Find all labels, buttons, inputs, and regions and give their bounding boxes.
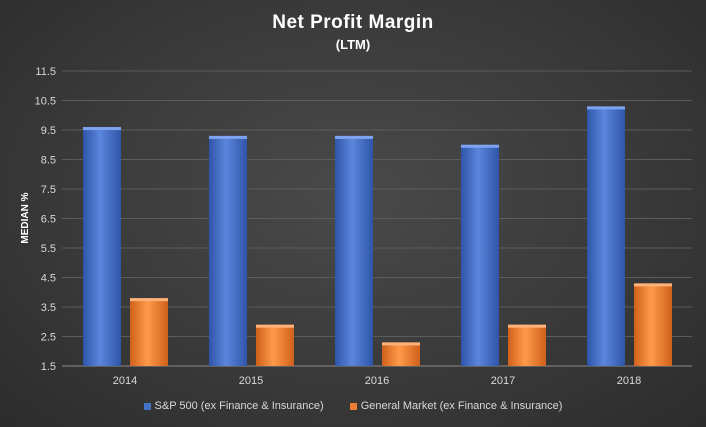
bar-sp500 bbox=[335, 135, 373, 366]
y-tick-label: 6.5 bbox=[41, 214, 56, 226]
x-tick-label: 2015 bbox=[239, 375, 263, 387]
bar-general-market bbox=[634, 283, 672, 366]
bar-cap bbox=[83, 127, 121, 131]
bar-sp500 bbox=[83, 127, 121, 366]
bar-sp500 bbox=[461, 144, 499, 366]
y-tick-label: 5.5 bbox=[41, 243, 56, 255]
legend-item-sp500: S&P 500 (ex Finance & Insurance) bbox=[143, 400, 324, 412]
chart-title: Net Profit Margin bbox=[272, 12, 434, 33]
bar-general-market bbox=[130, 298, 168, 366]
y-tick-label: 2.5 bbox=[41, 332, 56, 344]
y-tick-label: 1.5 bbox=[41, 361, 56, 373]
x-tick-label: 2018 bbox=[617, 375, 641, 387]
bar-general-market bbox=[256, 324, 294, 366]
x-tick-label: 2014 bbox=[113, 375, 137, 387]
bar-sp500 bbox=[209, 135, 247, 366]
y-tick-label: 11.5 bbox=[35, 66, 56, 78]
y-tick-label: 7.5 bbox=[41, 184, 56, 196]
legend-swatch-general-market bbox=[349, 402, 357, 410]
legend-label-general-market: General Market (ex Finance & Insurance) bbox=[360, 400, 563, 412]
bar-general-market bbox=[508, 324, 546, 366]
x-tick-label: 2017 bbox=[491, 375, 515, 387]
y-axis-label: MEDIAN % bbox=[20, 192, 31, 243]
chart-subtitle: (LTM) bbox=[335, 37, 371, 52]
bar-cap bbox=[130, 298, 168, 302]
bar-cap bbox=[256, 324, 294, 328]
legend-item-general-market: General Market (ex Finance & Insurance) bbox=[349, 400, 563, 412]
bar-cap bbox=[508, 324, 546, 328]
bar-general-market bbox=[382, 342, 420, 366]
y-tick-label: 3.5 bbox=[41, 302, 56, 314]
y-tick-label: 10.5 bbox=[35, 96, 56, 108]
legend-label-sp500: S&P 500 (ex Finance & Insurance) bbox=[154, 400, 324, 412]
bar-cap bbox=[634, 283, 672, 287]
y-tick-label: 4.5 bbox=[41, 273, 56, 285]
bar-cap bbox=[209, 135, 247, 139]
bar-cap bbox=[382, 342, 420, 346]
y-tick-label: 8.5 bbox=[41, 155, 56, 167]
bar-cap bbox=[335, 135, 373, 139]
bar-cap bbox=[461, 144, 499, 148]
legend-swatch-sp500 bbox=[143, 402, 151, 410]
y-tick-label: 9.5 bbox=[41, 125, 56, 137]
legend: S&P 500 (ex Finance & Insurance) General… bbox=[0, 400, 706, 412]
x-tick-label: 2016 bbox=[365, 375, 389, 387]
bar-sp500 bbox=[587, 106, 625, 367]
bar-cap bbox=[587, 106, 625, 110]
